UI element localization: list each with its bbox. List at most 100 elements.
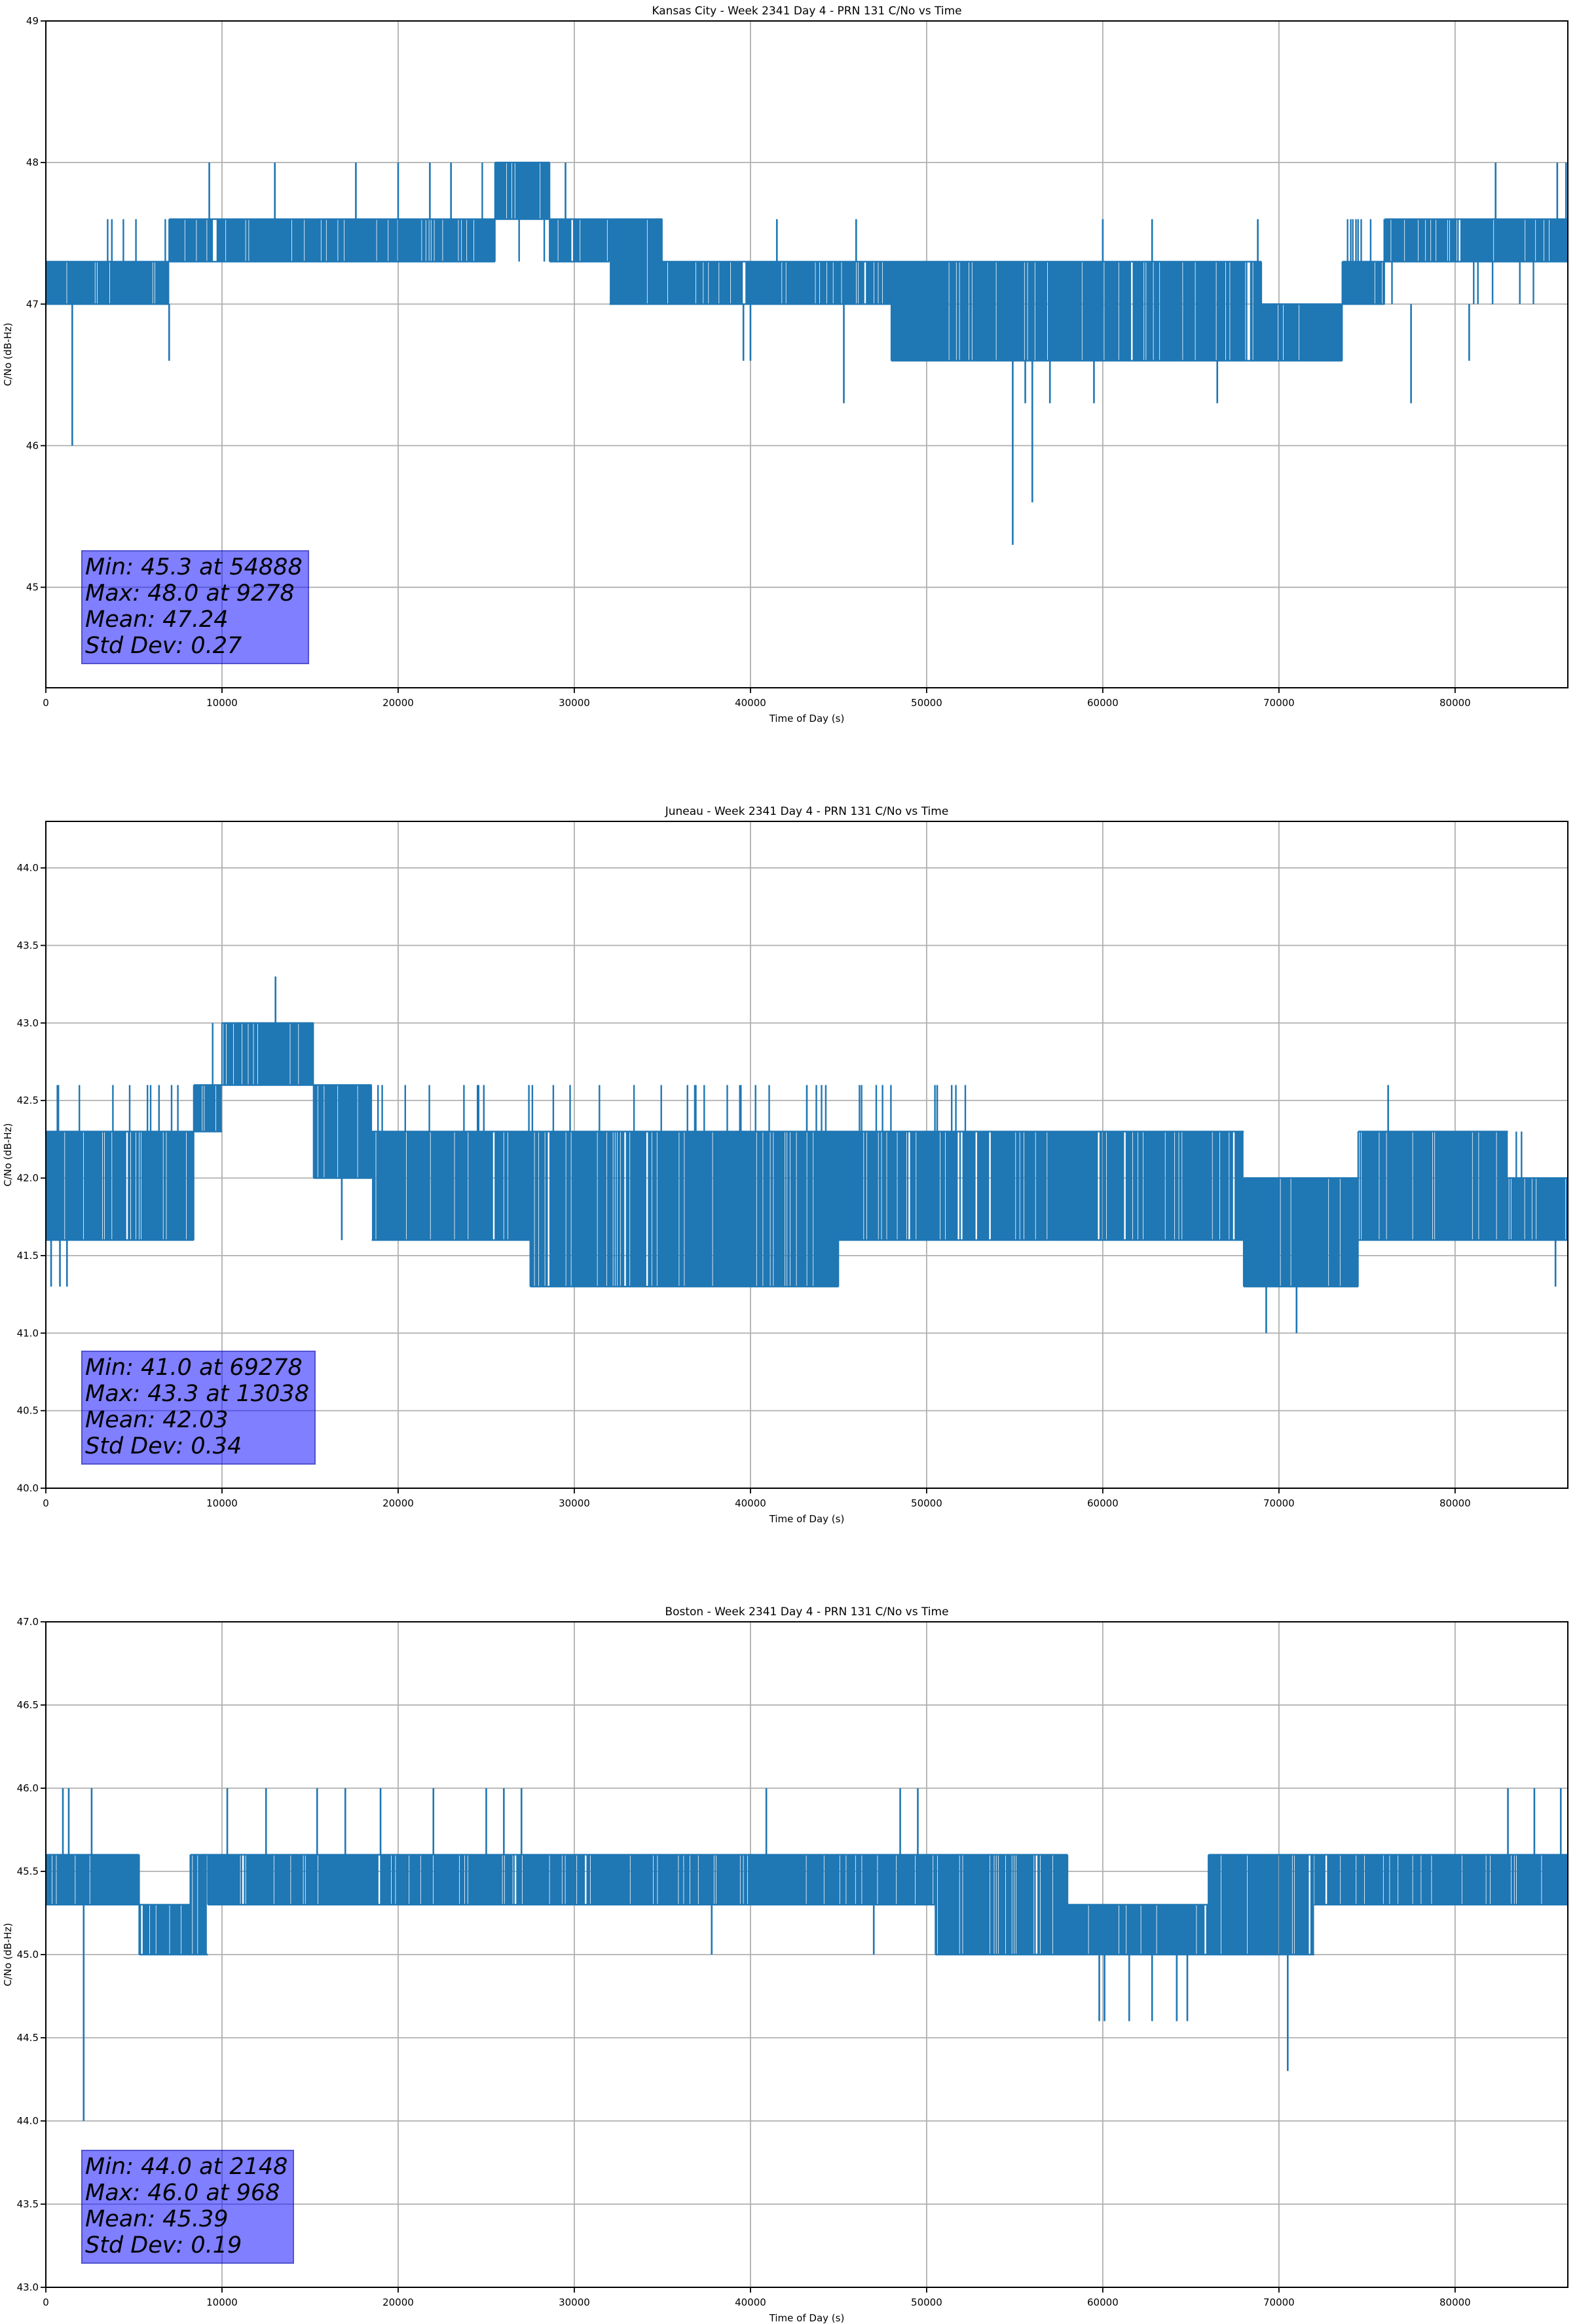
y-tick-label: 45.0 xyxy=(17,1949,39,1960)
x-tick-label: 0 xyxy=(43,697,49,709)
y-tick-label: 47.0 xyxy=(17,1616,39,1628)
signal-band xyxy=(838,1085,1050,1241)
x-tick-label: 60000 xyxy=(1087,2296,1119,2308)
signal-band xyxy=(609,218,663,305)
x-tick-label: 20000 xyxy=(382,2296,414,2308)
signal-series xyxy=(46,161,1568,545)
x-tick-label: 50000 xyxy=(911,2296,942,2308)
signal-band xyxy=(46,1854,140,1905)
signal-band xyxy=(46,1085,195,1241)
y-tick-label: 42.5 xyxy=(17,1095,39,1106)
x-tick-label: 30000 xyxy=(559,2296,590,2308)
signal-band xyxy=(529,1085,840,1288)
y-axis-label: C/No (dB-Hz) xyxy=(2,323,14,386)
stat-mean: Mean: 47.24 xyxy=(85,607,229,633)
stat-min: Min: 41.0 at 69278 xyxy=(85,1355,303,1381)
signal-band xyxy=(1384,218,1568,305)
x-tick-label: 30000 xyxy=(559,697,590,709)
signal-band xyxy=(1260,303,1343,362)
y-tick-label: 40.0 xyxy=(17,1482,39,1494)
y-tick-label: 41.5 xyxy=(17,1250,39,1262)
x-tick-label: 10000 xyxy=(206,2296,238,2308)
x-tick-label: 0 xyxy=(43,1497,49,1509)
y-tick-label: 46.5 xyxy=(17,1699,39,1711)
chart-title: Juneau - Week 2341 Day 4 - PRN 131 C/No … xyxy=(665,805,949,818)
signal-band xyxy=(1507,1131,1568,1241)
signal-band xyxy=(1341,219,1385,305)
x-tick-label: 50000 xyxy=(911,697,942,709)
signal-band xyxy=(935,1854,1069,1956)
x-tick-label: 10000 xyxy=(206,1497,238,1509)
x-tick-label: 30000 xyxy=(559,1497,590,1509)
x-tick-label: 60000 xyxy=(1087,1497,1119,1509)
signal-band xyxy=(46,219,170,305)
axes-frame xyxy=(45,20,1568,688)
stat-min: Min: 44.0 at 2148 xyxy=(85,2154,288,2180)
signal-band xyxy=(221,1022,314,1086)
x-tick-label: 70000 xyxy=(1263,1497,1295,1509)
stat-mean: Mean: 42.03 xyxy=(85,1407,229,1433)
stat-std: Std Dev: 0.34 xyxy=(85,1433,242,1459)
y-tick-label: 44.0 xyxy=(17,2115,39,2127)
chart-title: Boston - Week 2341 Day 4 - PRN 131 C/No … xyxy=(665,1605,948,1619)
y-tick-label: 43.0 xyxy=(17,2281,39,2293)
x-axis-label: Time of Day (s) xyxy=(769,2312,845,2324)
signal-band xyxy=(1357,1131,1508,1241)
y-axis-label: C/No (dB-Hz) xyxy=(2,1123,14,1187)
signal-band xyxy=(1066,1903,1209,1956)
signal-band xyxy=(494,161,551,262)
x-tick-label: 60000 xyxy=(1087,697,1119,709)
x-tick-label: 70000 xyxy=(1263,697,1295,709)
y-tick-label: 41.0 xyxy=(17,1327,39,1339)
stat-std: Std Dev: 0.19 xyxy=(85,2232,242,2258)
signal-band xyxy=(1049,1131,1244,1241)
y-tick-label: 46 xyxy=(26,440,39,451)
signal-band xyxy=(168,218,469,263)
x-tick-label: 80000 xyxy=(1439,2296,1471,2308)
stat-max: Max: 48.0 at 9278 xyxy=(85,580,295,607)
x-tick-label: 40000 xyxy=(735,1497,766,1509)
y-tick-label: 43.5 xyxy=(17,939,39,951)
chart-title: Kansas City - Week 2341 Day 4 - PRN 131 … xyxy=(652,5,961,18)
y-tick-label: 44.5 xyxy=(17,2032,39,2044)
x-tick-label: 20000 xyxy=(382,1497,414,1509)
signal-series xyxy=(46,1788,1568,2121)
x-tick-label: 50000 xyxy=(911,1497,942,1509)
y-tick-label: 44.0 xyxy=(17,862,39,874)
y-tick-label: 46.0 xyxy=(17,1782,39,1794)
chart-panel-1: 0 10000 20000 30000 40000 50000 60000 70000 8000… xyxy=(2,805,1568,1525)
signal-series xyxy=(46,976,1568,1334)
signal-band xyxy=(1208,1854,1314,1956)
signal-band xyxy=(1314,1854,1568,1905)
signal-band xyxy=(312,1084,373,1179)
x-tick-label: 80000 xyxy=(1439,1497,1471,1509)
signal-band xyxy=(193,1022,222,1133)
signal-band xyxy=(661,261,892,305)
y-tick-label: 45 xyxy=(26,582,39,593)
signal-band xyxy=(371,1085,531,1241)
stats-annotation-box: Min: 44.0 at 2148 Max: 46.0 at 968 Mean: 4… xyxy=(81,2150,295,2264)
axes-frame xyxy=(45,1621,1568,2288)
x-axis-label: Time of Day (s) xyxy=(769,713,845,724)
y-tick-label: 43.0 xyxy=(17,1017,39,1029)
signal-band xyxy=(207,1854,937,1905)
signal-band xyxy=(890,261,1263,362)
x-tick-label: 0 xyxy=(43,2296,49,2308)
x-tick-label: 40000 xyxy=(735,697,766,709)
chart-panel-2: 0 10000 20000 30000 40000 50000 60000 70000 8000… xyxy=(2,1605,1568,2324)
y-tick-label: 42.0 xyxy=(17,1172,39,1184)
x-tick-label: 40000 xyxy=(735,2296,766,2308)
y-tick-label: 43.5 xyxy=(17,2198,39,2210)
y-tick-label: 40.5 xyxy=(17,1405,39,1417)
x-tick-label: 80000 xyxy=(1439,697,1471,709)
signal-band xyxy=(1242,1177,1359,1288)
signal-band xyxy=(189,1854,208,1956)
chart-panel-0: 0 10000 20000 30000 40000 50000 60000 70000 8000… xyxy=(2,5,1568,724)
y-tick-label: 47 xyxy=(26,298,39,310)
stat-max: Max: 46.0 at 968 xyxy=(85,2180,280,2206)
y-tick-label: 45.5 xyxy=(17,1865,39,1877)
stat-max: Max: 43.3 at 13038 xyxy=(85,1381,309,1407)
stat-mean: Mean: 45.39 xyxy=(85,2206,229,2232)
x-tick-label: 20000 xyxy=(382,697,414,709)
